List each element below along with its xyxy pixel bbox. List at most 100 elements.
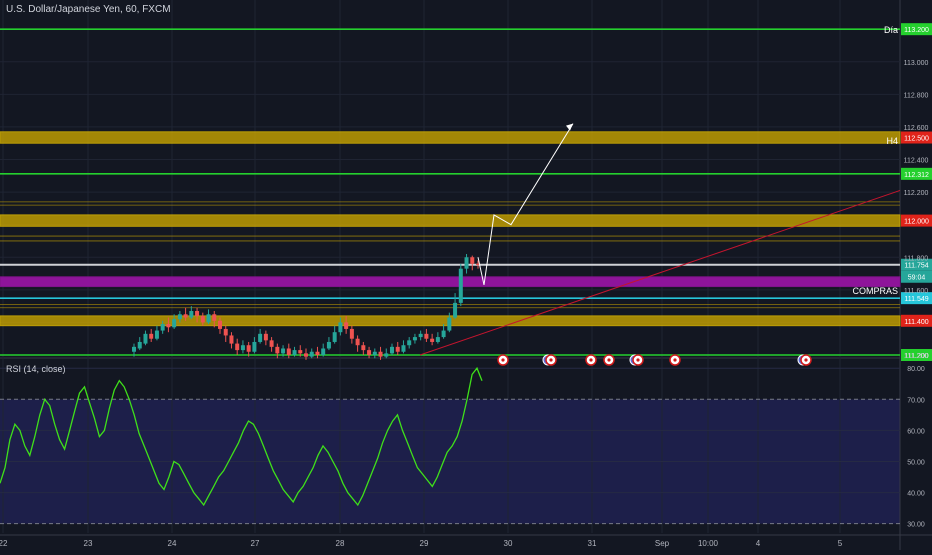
chart-title: U.S. Dollar/Japanese Yen, 60, FXCM (6, 4, 171, 15)
candle-body (435, 337, 440, 342)
rsi-tick-label: 50.00 (907, 459, 925, 466)
time-tick-label: 31 (588, 539, 597, 548)
event-dot (804, 358, 808, 362)
candle-body (206, 314, 211, 323)
candle-body (315, 351, 320, 355)
time-tick-label: 30 (504, 539, 513, 548)
level-price-label: 111.200 (904, 353, 928, 360)
candle-body (447, 317, 452, 331)
rsi-title: RSI (14, close) (6, 364, 66, 374)
price-tick-label: 112.800 (904, 92, 929, 99)
candle-body (292, 350, 297, 355)
candle-body (367, 350, 372, 355)
candle-body (177, 314, 182, 320)
level-price-label: 111.549 (904, 296, 928, 303)
candle-body (281, 348, 286, 354)
candle-body (309, 351, 314, 357)
zone-price-label: 112.000 (904, 219, 929, 226)
level-price-label: 113.200 (904, 27, 929, 34)
time-tick-label: 23 (84, 539, 93, 548)
candle-body (418, 333, 423, 338)
level-price-tag (901, 167, 932, 180)
projection-path (483, 123, 574, 286)
rsi-line (0, 366, 483, 507)
candle-body (166, 324, 171, 328)
candle-body (183, 314, 188, 318)
candle-body (476, 263, 480, 265)
event-dot (501, 358, 505, 362)
candle-body (258, 333, 263, 342)
zone-band (0, 276, 901, 288)
candle-body (304, 353, 308, 357)
zone-price-tag (901, 214, 932, 227)
candle-body (326, 341, 331, 349)
rsi-tick-label: 30.00 (907, 522, 925, 529)
candle-body (149, 333, 154, 339)
time-tick-label: 27 (251, 539, 260, 548)
candle-body (407, 340, 412, 346)
candle-body (200, 315, 205, 323)
trend-line (419, 189, 901, 356)
time-tick-label: 5 (838, 539, 843, 548)
candle-body (441, 330, 446, 338)
candle-body (395, 346, 400, 352)
level-price-tag (901, 23, 932, 36)
candle-body (212, 314, 217, 321)
time-tick-label: 28 (336, 539, 345, 548)
candle-body (275, 346, 280, 354)
candle-body (372, 351, 377, 355)
candle-body (252, 341, 257, 352)
level-price-tag (901, 258, 932, 271)
candle-body (132, 346, 136, 352)
zone-price-label: 111.400 (904, 319, 928, 326)
time-tick-label: 24 (168, 539, 177, 548)
candle-body (361, 345, 366, 351)
candle-body (160, 324, 165, 331)
candle-body (401, 345, 406, 352)
price-tick-label: 111.600 (904, 288, 928, 295)
candle-body (338, 322, 343, 333)
candle-body (344, 322, 349, 329)
price-tick-label: 111.200 (904, 353, 928, 360)
level-price-tag (901, 292, 932, 305)
candle-body (246, 345, 251, 352)
event-dot (589, 358, 593, 362)
zone-band (0, 214, 901, 227)
event-dot (673, 358, 677, 362)
candle-body (172, 319, 177, 328)
candle-body (269, 340, 274, 347)
candle-body (458, 268, 463, 303)
event-dot (607, 358, 611, 362)
event-dot (636, 358, 640, 362)
zone-band (0, 131, 901, 144)
rsi-tick-label: 80.00 (907, 366, 925, 373)
zone-price-label: 112.500 (904, 136, 929, 143)
candle-body (240, 345, 245, 351)
candle-body (390, 346, 394, 354)
candle-body (412, 337, 417, 341)
zone-price-tag (901, 131, 932, 144)
rsi-tick-label: 70.00 (907, 397, 925, 404)
candle-body (378, 351, 383, 357)
projection-arrowhead (566, 123, 573, 131)
candle-body (137, 341, 142, 349)
rsi-tick-label: 40.00 (907, 491, 925, 498)
label-h4: H4 (886, 136, 898, 146)
candle-body (430, 338, 435, 342)
candle-body (470, 257, 475, 264)
time-tick-label: 22 (0, 539, 8, 548)
projection-start (477, 257, 485, 286)
candle-body (321, 348, 326, 355)
level-price-label: 111.754 (904, 263, 928, 270)
countdown-tag (901, 270, 932, 283)
price-tick-label: 113.000 (904, 60, 929, 67)
event-dot (549, 358, 553, 362)
candle-body (263, 333, 268, 341)
price-tick-label: 111.800 (904, 255, 928, 262)
time-tick-label: 29 (420, 539, 429, 548)
candle-body (235, 343, 240, 351)
candle-body (453, 302, 458, 318)
candle-body (464, 257, 469, 269)
